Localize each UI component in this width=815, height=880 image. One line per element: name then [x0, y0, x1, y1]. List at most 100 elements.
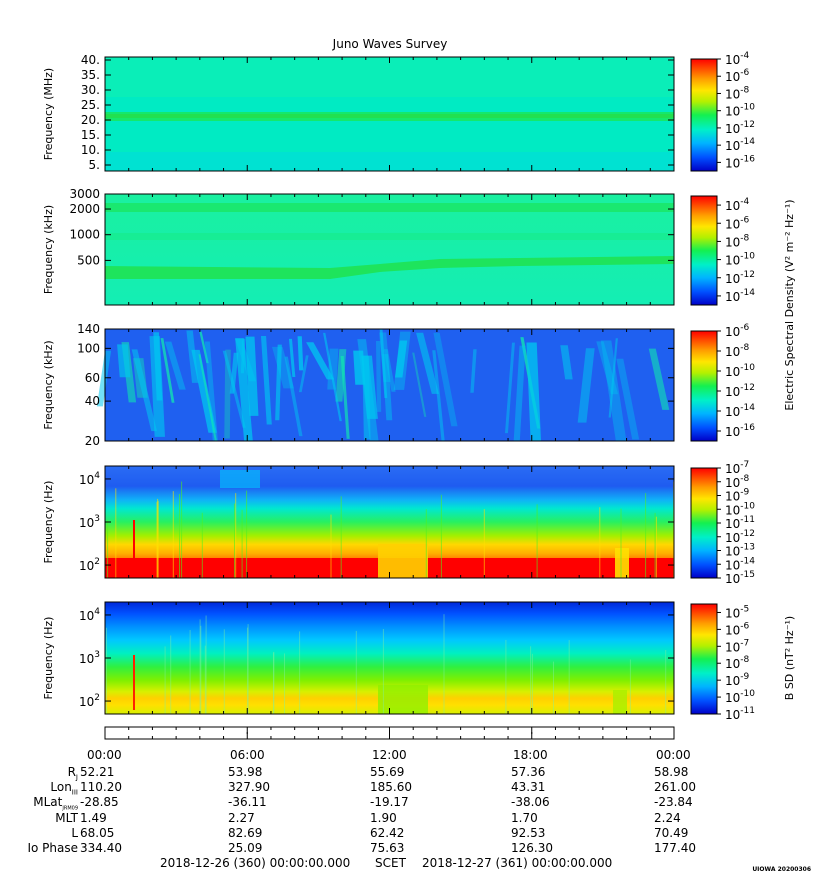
y-axis-label: Frequency (Hz) — [42, 481, 55, 564]
panel5-spike — [553, 661, 554, 714]
panel5-spike — [530, 646, 532, 714]
panel3-streak — [648, 348, 670, 410]
panel5-spike — [199, 619, 201, 714]
time-label: 12:00 — [372, 748, 407, 762]
panel2-background — [105, 194, 674, 305]
panel3-streak — [394, 340, 408, 378]
panel5-spike — [205, 615, 207, 714]
time-label: 00:00 — [656, 748, 691, 762]
colorbar-tick-label: 10-6 — [725, 323, 750, 339]
ephemeris-row-label: RJ — [67, 765, 78, 782]
ephemeris-value: 75.63 — [370, 841, 405, 855]
panel3-streak — [298, 355, 309, 393]
panel5-spike — [629, 659, 631, 714]
panel3-streak — [272, 346, 294, 389]
y-tick-label: 100 — [77, 341, 100, 355]
colorbar-tick-label: 10-4 — [725, 197, 750, 213]
panel4-spike — [107, 520, 109, 578]
y-axis-label: Frequency (Hz) — [42, 617, 55, 700]
panel3-streak — [235, 338, 253, 441]
colorbar-tick-label: 10-9 — [725, 672, 750, 688]
panel3-streak — [204, 341, 218, 441]
panel4-spike — [340, 496, 342, 578]
panel3-streak — [153, 332, 163, 401]
ephemeris-value: 2.24 — [654, 810, 681, 825]
panel4-spike — [246, 490, 248, 578]
panel1-emission-core — [105, 114, 674, 118]
colorbar-tick-label: 10-9 — [725, 488, 750, 504]
panel3-streak — [560, 345, 573, 380]
panel5-spike — [247, 624, 249, 714]
y-tick-label: 140 — [77, 322, 100, 336]
panel4-spike — [655, 516, 657, 578]
ephemeris-value: 57.36 — [511, 765, 546, 779]
colorbar-tick-label: 10-14 — [725, 288, 755, 304]
colorbar-tick-label: 10-10 — [725, 689, 755, 705]
colorbar-tick-label: 10-15 — [725, 570, 755, 586]
axes: 40.35.30.25.20.15.10.5. Frequency (MHz) 30… — [42, 53, 675, 739]
y-axis-label: Frequency (kHz) — [42, 340, 55, 429]
colorbar-tick-label: 10-8 — [725, 233, 750, 249]
panel5-spike — [204, 645, 206, 714]
ephemeris-value: 52.21 — [80, 765, 115, 779]
colorbar-tick-label: 10-16 — [725, 423, 755, 439]
panel4-spike — [115, 488, 117, 578]
ephemeris-value: 1.70 — [511, 810, 538, 825]
ephemeris-value: 2.27 — [228, 810, 255, 825]
colorbar-tick-label: 10-14 — [725, 403, 755, 419]
panel5-spike — [223, 629, 225, 714]
panel-lfr-high — [96, 328, 675, 442]
panel4-spike — [645, 493, 647, 578]
y-tick-label: 103 — [79, 514, 100, 530]
panel4-hiss-patch — [220, 470, 260, 488]
colorbar-tick-label: 10-6 — [725, 68, 750, 84]
panel4-spike — [599, 507, 601, 578]
panel3-streak — [284, 356, 303, 437]
ephemeris-value: 334.40 — [80, 841, 122, 855]
panel4-spike — [172, 491, 174, 578]
panel4-spike — [201, 512, 203, 578]
panel4-spike — [235, 493, 237, 578]
panel4-yellow-gap-1 — [378, 544, 428, 578]
colorbar-tick-label: 10-16 — [725, 154, 755, 170]
panel4-spike — [483, 509, 485, 578]
panel3-streak — [393, 331, 411, 390]
panel5-spike — [273, 652, 275, 714]
panel4-spikes — [107, 481, 675, 578]
panel-magnetic — [104, 601, 675, 715]
y-tick-label: 3000 — [69, 187, 100, 201]
ephemeris-row-label: MLT — [55, 810, 78, 825]
colorbar-tick-label: 10-6 — [725, 215, 750, 231]
colorbar-tick-label: 10-14 — [725, 556, 755, 572]
processing-stamp: UIOWA 20200306 — [752, 866, 811, 873]
y-tick-label: 2000 — [69, 202, 100, 216]
panel3-streak — [433, 332, 458, 427]
colorbar-tick-label: 10-5 — [725, 604, 749, 620]
panel5-spike — [443, 614, 445, 714]
footer-end-time: 2018-12-27 (361) 00:00:00.000 — [422, 856, 613, 870]
panel2-mid-band — [105, 233, 674, 240]
panel3-streak — [164, 341, 186, 390]
ephemeris-value: 62.42 — [370, 825, 405, 840]
panel5-spike — [568, 640, 570, 714]
panel4-spike — [157, 498, 159, 578]
y-tick-label: 10. — [81, 143, 100, 157]
footer-start-time: 2018-12-26 (360) 00:00:00.000 — [160, 856, 351, 870]
panel4-spike — [425, 509, 427, 578]
panel4-spike — [241, 509, 243, 578]
panel3-streak — [260, 335, 272, 425]
y-tick-label: 25. — [81, 98, 100, 112]
panel3-streak — [186, 330, 199, 383]
ephemeris-value: 1.90 — [370, 810, 397, 825]
colorbar-tick-label: 10-11 — [725, 515, 755, 531]
panel3-streak — [353, 350, 366, 385]
ephemeris-value: 110.20 — [80, 780, 122, 795]
colorbar-tick-label: 10-7 — [725, 460, 749, 476]
panel5-spike — [531, 653, 533, 714]
colorbar-tick-label: 10-10 — [725, 252, 755, 268]
panel3-streak — [131, 349, 158, 432]
panel5-spike — [164, 646, 166, 714]
ephemeris-value: 1.49 — [80, 810, 107, 825]
panel3-streak — [160, 338, 175, 403]
panel3-streak — [577, 348, 595, 423]
